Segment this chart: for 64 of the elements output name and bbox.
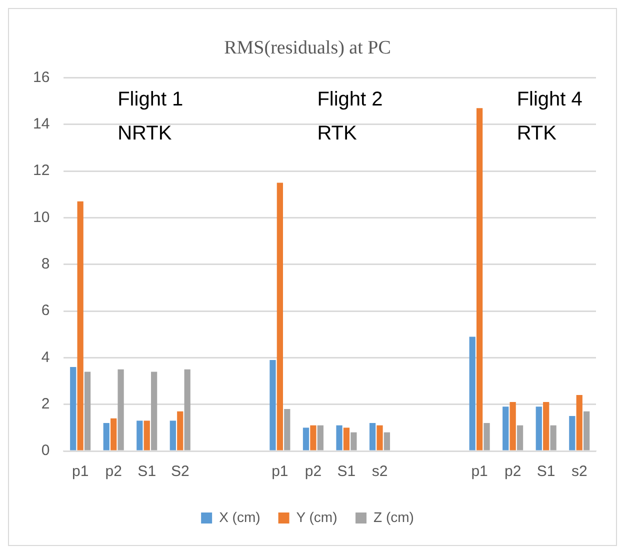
bar — [516, 425, 524, 450]
bar — [70, 367, 76, 450]
annotation: Flight 2 RTK — [317, 88, 383, 144]
bar — [110, 418, 117, 450]
bar — [170, 420, 176, 450]
x-tick-label: S1 — [138, 463, 156, 480]
y-tick-label: 4 — [41, 348, 50, 366]
bar — [336, 425, 342, 450]
bar — [343, 428, 350, 450]
x-tick-label: p1 — [272, 463, 288, 480]
bar — [369, 423, 376, 450]
bar — [118, 369, 124, 450]
bar — [270, 360, 276, 450]
bar — [502, 406, 509, 450]
bar — [484, 423, 490, 450]
x-tick-label: p2 — [304, 463, 322, 480]
x-tick-label: p1 — [72, 463, 89, 480]
bar — [469, 336, 476, 450]
legend-label: X (cm) — [219, 508, 260, 525]
bar — [317, 425, 324, 450]
annotation: Flight 4 RTK — [516, 88, 582, 144]
bar — [177, 411, 184, 450]
bar — [550, 425, 556, 450]
bar — [384, 432, 390, 450]
x-tick-label: S2 — [170, 463, 190, 480]
bar — [576, 395, 582, 450]
bar — [184, 369, 190, 450]
bar — [584, 411, 590, 450]
bar — [151, 372, 158, 450]
bar — [350, 432, 357, 450]
y-tick-label: 10 — [32, 208, 50, 226]
bar — [84, 372, 91, 450]
bar — [510, 402, 516, 450]
y-tick-label: 8 — [41, 256, 50, 273]
bar — [284, 409, 290, 450]
x-tick-label: S1 — [536, 463, 556, 480]
bar — [543, 402, 550, 450]
x-tick-label: p2 — [105, 463, 122, 480]
annotation: Flight 1 NRTK — [118, 88, 184, 144]
y-tick-label: 0 — [41, 442, 50, 460]
bar — [476, 108, 483, 450]
y-tick-label: 14 — [32, 116, 50, 133]
x-tick-label: p2 — [504, 463, 522, 480]
chart-title: RMS(residuals) at PC — [224, 37, 391, 58]
x-tick-label: s2 — [571, 463, 588, 480]
bar — [302, 428, 310, 450]
bar — [103, 423, 110, 450]
y-tick-label: 12 — [32, 162, 50, 180]
bar — [310, 425, 316, 450]
bar — [136, 420, 143, 450]
y-tick-label: 6 — [41, 302, 50, 320]
bar — [569, 416, 576, 450]
bar — [276, 182, 283, 450]
x-tick-label: s2 — [372, 463, 388, 480]
bar — [77, 201, 84, 450]
bar — [376, 425, 383, 450]
y-tick-label: 16 — [32, 68, 50, 86]
bar — [536, 406, 542, 450]
legend-label: Z (cm) — [374, 508, 414, 525]
y-tick-label: 2 — [41, 395, 50, 412]
legend-label: Y (cm) — [296, 508, 338, 525]
bar — [144, 420, 150, 450]
x-tick-label: S1 — [337, 463, 356, 480]
x-tick-label: p1 — [471, 463, 488, 480]
